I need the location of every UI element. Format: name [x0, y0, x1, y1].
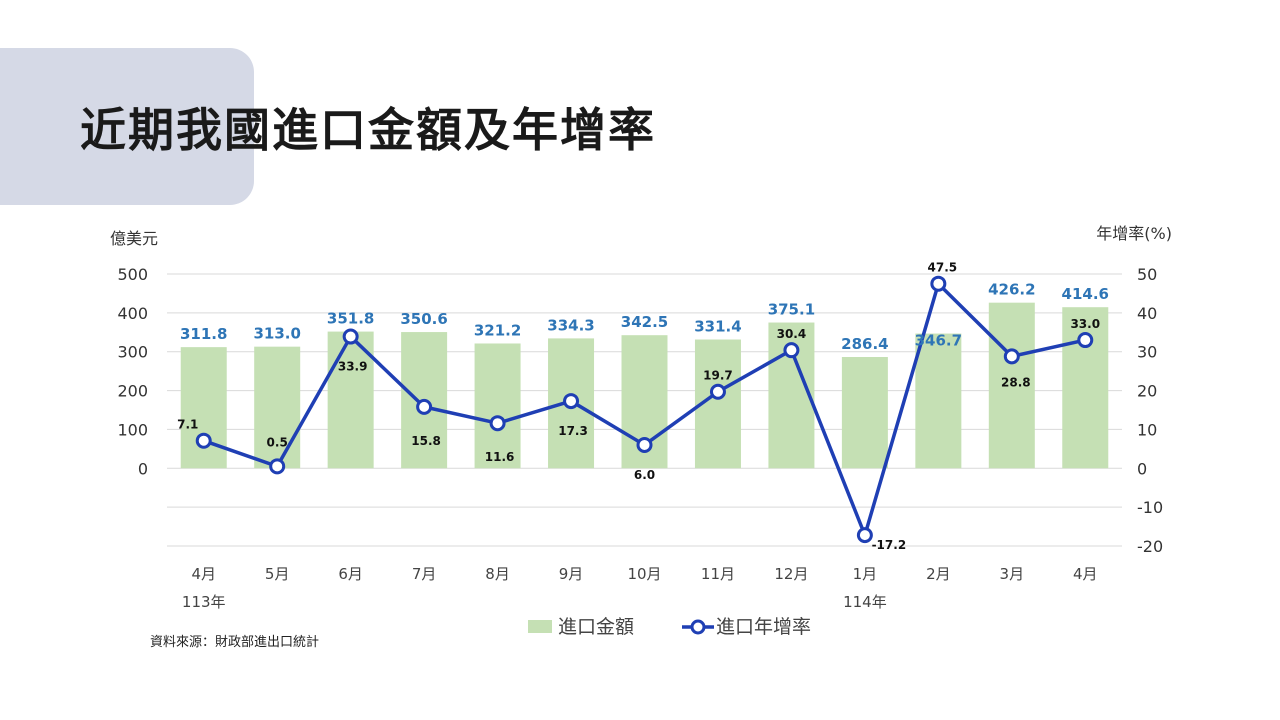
bar-value-label: 334.3	[547, 316, 594, 334]
page-title: 近期我國進口金額及年增率	[80, 103, 656, 157]
bar-value-label: 286.4	[841, 335, 888, 353]
line-point	[1077, 332, 1094, 349]
axes: 0 100 200 300 400 500 -20 -10 0 10 20 30 40 50 億美元 年增率(…	[110, 224, 1172, 611]
category-label: 5月	[265, 565, 290, 583]
right-axis-label: 年增率(%)	[1096, 224, 1172, 243]
line-value-label: 33.0	[1070, 317, 1100, 331]
line-point	[489, 415, 506, 432]
line-point	[709, 383, 726, 400]
year-label: 114年	[843, 593, 887, 611]
category-label: 11月	[701, 565, 735, 583]
data-labels: 311.8 313.0 351.8 350.6 321.2 334.3 342.5 331.4…	[177, 261, 1109, 552]
line-value-label: 30.4	[777, 327, 807, 341]
line-value-label: 15.8	[411, 434, 441, 448]
right-tick-label: 20	[1137, 382, 1157, 401]
bar	[180, 347, 227, 469]
bar-value-label: 350.6	[400, 310, 447, 328]
line-point	[783, 342, 800, 359]
category-label: 6月	[338, 565, 363, 583]
category-label: 8月	[485, 565, 510, 583]
right-tick-label: 0	[1137, 459, 1147, 478]
line-point	[856, 527, 873, 544]
bar-value-label: 311.8	[180, 325, 227, 343]
bar	[254, 346, 301, 469]
legend-swatch-bar	[528, 620, 552, 633]
legend-marker	[690, 619, 706, 635]
bar	[1062, 307, 1109, 469]
bar	[327, 331, 374, 469]
line-value-label: 11.6	[485, 450, 515, 464]
line-point	[1003, 348, 1020, 365]
bar-value-label: 321.2	[474, 321, 521, 339]
title-background	[0, 48, 254, 205]
bar	[915, 333, 962, 469]
right-tick-label: 40	[1137, 304, 1157, 323]
bar-value-label: 342.5	[621, 313, 668, 331]
category-label: 7月	[412, 565, 437, 583]
line-value-label: 0.5	[267, 435, 288, 449]
line-point	[342, 328, 359, 345]
bar-value-label: 414.6	[1062, 285, 1109, 303]
left-tick-label: 500	[117, 265, 148, 284]
legend-label-bar: 進口金額	[558, 616, 634, 638]
right-tick-label: 50	[1137, 265, 1157, 284]
category-label: 1月	[853, 565, 878, 583]
right-tick-label: 10	[1137, 420, 1157, 439]
left-tick-label: 300	[117, 343, 148, 362]
line-value-label: -17.2	[872, 538, 907, 552]
bar	[841, 356, 888, 469]
category-label: 10月	[627, 565, 661, 583]
line-value-label: 33.9	[338, 360, 368, 374]
left-tick-label: 100	[117, 420, 148, 439]
category-label: 2月	[926, 565, 951, 583]
bar-value-label: 375.1	[768, 301, 815, 319]
left-axis-label: 億美元	[110, 229, 158, 248]
right-tick-label: -10	[1137, 498, 1163, 517]
bar-value-label: 331.4	[694, 318, 741, 336]
legend-label-line: 進口年增率	[716, 616, 811, 638]
line-value-label: 6.0	[634, 468, 655, 482]
bar-value-label: 351.8	[327, 310, 374, 328]
source-note: 資料來源：財政部進出口統計	[150, 635, 320, 650]
category-label: 12月	[774, 565, 808, 583]
line-point	[930, 275, 947, 292]
line-value-label: 7.1	[177, 418, 198, 432]
bar	[988, 302, 1035, 469]
line-value-label: 47.5	[928, 261, 958, 275]
bar-value-label: 426.2	[988, 281, 1035, 299]
category-label: 3月	[1000, 565, 1025, 583]
right-tick-label: -20	[1137, 537, 1163, 556]
line-point	[195, 432, 212, 449]
bar-value-label: 346.7	[915, 332, 962, 350]
category-label: 4月	[191, 565, 216, 583]
left-tick-label: 200	[117, 382, 148, 401]
line-point	[636, 436, 653, 453]
category-label: 9月	[559, 565, 584, 583]
line-value-label: 17.3	[558, 424, 588, 438]
line-point	[563, 393, 580, 410]
category-label: 4月	[1073, 565, 1098, 583]
legend: 進口金額 進口年增率	[528, 616, 811, 638]
left-tick-label: 0	[138, 459, 148, 478]
line-value-label: 28.8	[1001, 375, 1031, 389]
line-series	[195, 275, 1094, 544]
year-label: 113年	[182, 593, 226, 611]
line-value-label: 19.7	[703, 369, 733, 383]
line-point	[269, 458, 286, 475]
bar-value-label: 313.0	[253, 325, 300, 343]
bar	[474, 343, 521, 469]
line-point	[416, 398, 433, 415]
left-tick-label: 400	[117, 304, 148, 323]
right-tick-label: 30	[1137, 343, 1157, 362]
